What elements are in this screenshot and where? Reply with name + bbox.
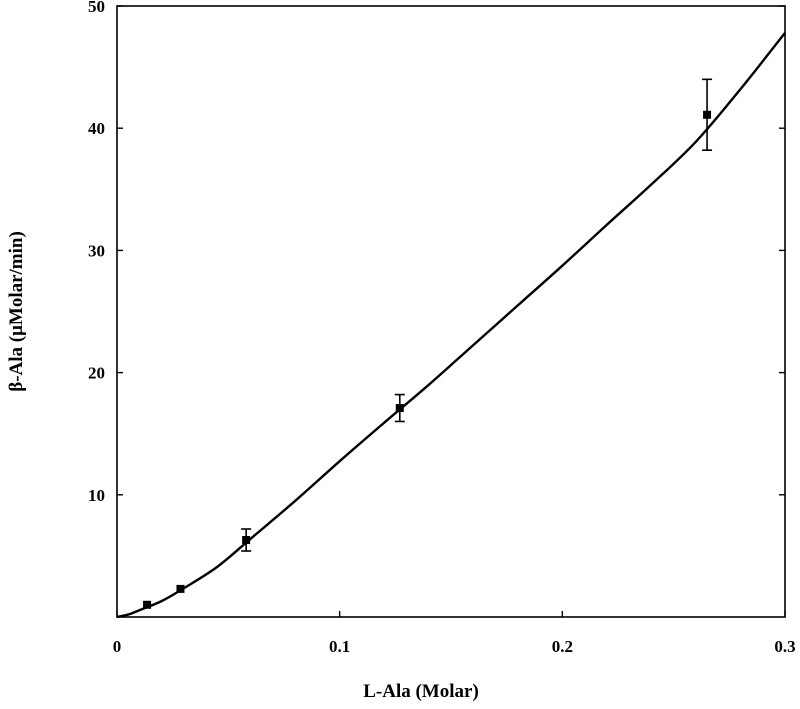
square-marker xyxy=(242,536,251,545)
data-point xyxy=(143,600,152,609)
data-point xyxy=(702,78,713,151)
x-tick-label: 0.3 xyxy=(774,637,795,656)
data-point xyxy=(394,393,405,423)
fitted-curve xyxy=(116,32,786,619)
x-tick-label: 0.1 xyxy=(329,637,350,656)
fitted-curve-layer xyxy=(116,32,786,619)
y-axis-title: β-Ala (μMolar/min) xyxy=(6,231,27,392)
plot-border xyxy=(116,5,786,618)
square-marker xyxy=(143,600,152,609)
plot-frame xyxy=(116,5,786,618)
x-tick-label: 0.2 xyxy=(552,637,573,656)
square-marker xyxy=(395,404,404,413)
data-points-layer xyxy=(143,78,713,609)
data-point xyxy=(176,584,185,593)
y-tick-label: 20 xyxy=(88,364,105,383)
y-tick-label: 10 xyxy=(88,486,105,505)
y-axis: 10 20 30 40 50 xyxy=(88,0,785,505)
y-tick-label: 40 xyxy=(88,119,105,138)
x-axis-title: L-Ala (Molar) xyxy=(363,681,479,702)
square-marker xyxy=(703,110,712,119)
data-point xyxy=(241,528,252,552)
x-tick-label: 0 xyxy=(113,637,122,656)
square-marker xyxy=(176,584,185,593)
x-axis: 0 0.1 0.2 0.3 xyxy=(113,611,796,656)
y-tick-label: 50 xyxy=(88,0,105,16)
y-tick-label: 30 xyxy=(88,241,105,260)
